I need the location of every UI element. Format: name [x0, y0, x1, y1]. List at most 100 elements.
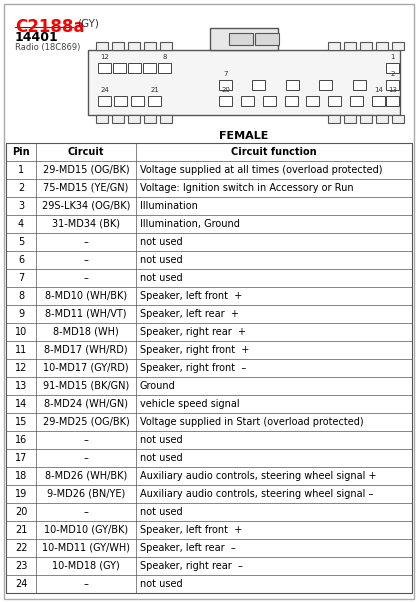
- Text: Auxiliary audio controls, steering wheel signal –: Auxiliary audio controls, steering wheel…: [140, 489, 373, 499]
- Text: 8-MD17 (WH/RD): 8-MD17 (WH/RD): [44, 345, 128, 355]
- Bar: [392, 115, 404, 123]
- Text: 9: 9: [18, 309, 24, 319]
- Text: 4: 4: [18, 219, 24, 229]
- Text: Circuit: Circuit: [68, 147, 104, 157]
- Text: –: –: [84, 273, 89, 283]
- Text: 17: 17: [15, 453, 27, 463]
- Text: 14: 14: [15, 399, 27, 409]
- Bar: [128, 42, 140, 50]
- Text: Pin: Pin: [12, 147, 30, 157]
- Text: 10-MD17 (GY/RD): 10-MD17 (GY/RD): [43, 363, 129, 373]
- Bar: [386, 96, 399, 106]
- Text: Ground: Ground: [140, 381, 176, 391]
- Text: Voltage: Ignition switch in Accessory or Run: Voltage: Ignition switch in Accessory or…: [140, 183, 354, 193]
- Text: 8-MD10 (WH/BK): 8-MD10 (WH/BK): [45, 291, 127, 301]
- Text: 22: 22: [15, 543, 27, 553]
- Text: not used: not used: [140, 273, 183, 283]
- Text: 10-MD11 (GY/WH): 10-MD11 (GY/WH): [42, 543, 130, 553]
- Text: 10-MD18 (GY): 10-MD18 (GY): [52, 561, 120, 571]
- Bar: [158, 63, 171, 72]
- Text: 13: 13: [388, 87, 397, 93]
- Text: not used: not used: [140, 507, 183, 517]
- Text: 10-MD10 (GY/BK): 10-MD10 (GY/BK): [44, 525, 128, 535]
- Bar: [344, 42, 356, 50]
- Text: 19: 19: [15, 489, 27, 499]
- Text: 24: 24: [15, 579, 27, 589]
- Text: Auxiliary audio controls, steering wheel signal +: Auxiliary audio controls, steering wheel…: [140, 471, 377, 481]
- Text: 16: 16: [15, 435, 27, 445]
- Bar: [160, 115, 172, 123]
- Text: FEMALE: FEMALE: [219, 131, 269, 141]
- Text: Illumination: Illumination: [140, 201, 198, 211]
- Bar: [114, 96, 127, 106]
- Text: Speaker, right rear  –: Speaker, right rear –: [140, 561, 243, 571]
- Bar: [263, 96, 276, 106]
- Bar: [98, 96, 111, 106]
- Bar: [98, 63, 111, 72]
- Text: 8-MD24 (WH/GN): 8-MD24 (WH/GN): [44, 399, 128, 409]
- Text: Speaker, right front  +: Speaker, right front +: [140, 345, 250, 355]
- Text: 29-MD15 (OG/BK): 29-MD15 (OG/BK): [43, 165, 129, 175]
- Text: 20: 20: [15, 507, 27, 517]
- Bar: [219, 96, 232, 106]
- Bar: [255, 33, 279, 45]
- Text: 91-MD15 (BK/GN): 91-MD15 (BK/GN): [43, 381, 129, 391]
- Text: Radio (18C869): Radio (18C869): [15, 43, 80, 52]
- Bar: [148, 96, 161, 106]
- Bar: [328, 96, 342, 106]
- Text: 7: 7: [18, 273, 24, 283]
- Text: –: –: [84, 435, 89, 445]
- Text: vehicle speed signal: vehicle speed signal: [140, 399, 240, 409]
- Bar: [376, 115, 388, 123]
- Bar: [144, 115, 156, 123]
- Bar: [376, 42, 388, 50]
- Text: Speaker, left front  +: Speaker, left front +: [140, 291, 242, 301]
- Text: C2188a: C2188a: [15, 18, 84, 36]
- Text: (GY): (GY): [77, 18, 99, 28]
- Bar: [6, 143, 412, 593]
- Bar: [229, 33, 253, 45]
- Text: 29S-LK34 (OG/BK): 29S-LK34 (OG/BK): [42, 201, 130, 211]
- Bar: [392, 42, 404, 50]
- Text: 1: 1: [18, 165, 24, 175]
- Bar: [319, 80, 332, 90]
- Text: 20: 20: [221, 87, 230, 93]
- Text: Speaker, left rear  –: Speaker, left rear –: [140, 543, 236, 553]
- Text: 21: 21: [15, 525, 27, 535]
- Bar: [372, 96, 385, 106]
- Text: 21: 21: [150, 87, 159, 93]
- Bar: [210, 28, 278, 50]
- Bar: [131, 96, 144, 106]
- Text: 24: 24: [100, 87, 109, 93]
- Bar: [353, 80, 366, 90]
- Bar: [328, 42, 340, 50]
- Bar: [360, 115, 372, 123]
- Text: Voltage supplied in Start (overload protected): Voltage supplied in Start (overload prot…: [140, 417, 364, 427]
- Bar: [88, 50, 400, 115]
- Text: not used: not used: [140, 237, 183, 247]
- Text: 12: 12: [100, 54, 109, 60]
- Text: 10: 10: [15, 327, 27, 337]
- Bar: [128, 63, 141, 72]
- Bar: [252, 80, 265, 90]
- Text: 75-MD15 (YE/GN): 75-MD15 (YE/GN): [43, 183, 129, 193]
- Text: 7: 7: [223, 71, 228, 77]
- Bar: [128, 115, 140, 123]
- Text: 12: 12: [15, 363, 27, 373]
- Bar: [350, 96, 363, 106]
- Text: 8-MD11 (WH/VT): 8-MD11 (WH/VT): [45, 309, 127, 319]
- Bar: [113, 63, 126, 72]
- Text: –: –: [84, 453, 89, 463]
- Text: 9-MD26 (BN/YE): 9-MD26 (BN/YE): [47, 489, 125, 499]
- Text: 29-MD25 (OG/BK): 29-MD25 (OG/BK): [43, 417, 130, 427]
- Bar: [285, 96, 298, 106]
- Text: not used: not used: [140, 453, 183, 463]
- Text: 1: 1: [390, 54, 395, 60]
- Text: 5: 5: [18, 237, 24, 247]
- Text: 11: 11: [15, 345, 27, 355]
- Text: 8: 8: [162, 54, 167, 60]
- Text: 23: 23: [15, 561, 27, 571]
- Text: 8-MD26 (WH/BK): 8-MD26 (WH/BK): [45, 471, 127, 481]
- Bar: [143, 63, 156, 72]
- Bar: [144, 42, 156, 50]
